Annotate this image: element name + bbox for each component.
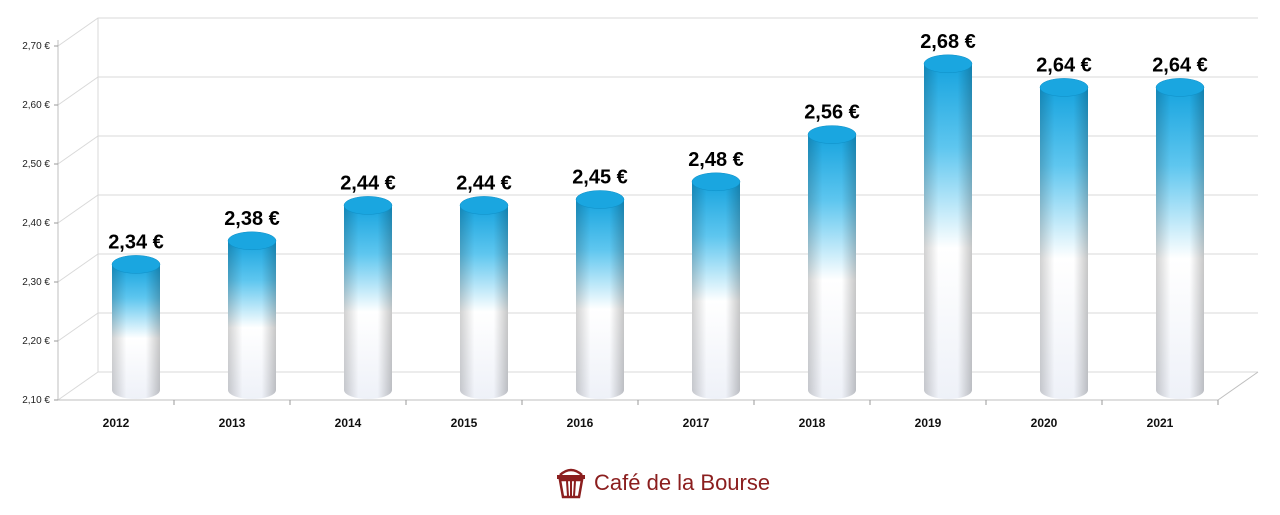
x-tick-label-2018: 2018: [799, 416, 826, 430]
x-tick-label-2013: 2013: [219, 416, 246, 430]
bar-2014: [343, 196, 393, 399]
bar-2013: [227, 231, 277, 399]
bar-shading: [692, 181, 740, 399]
x-tick-label-2014: 2014: [335, 416, 362, 430]
bar-cap: [575, 190, 625, 209]
bar-cap: [227, 231, 277, 251]
grid-layer: [57, 17, 1258, 401]
bar-shading: [1040, 87, 1088, 400]
y-tick-label: 2,50 €: [22, 159, 50, 170]
y-tick-label: 2,60 €: [22, 100, 50, 111]
x-tick-label-2015: 2015: [451, 416, 478, 430]
bar-shading: [1156, 87, 1204, 400]
data-label-2014: 2,44 €: [340, 172, 396, 194]
data-label-2021: 2,64 €: [1152, 54, 1208, 76]
data-label-2019: 2,68 €: [920, 31, 976, 53]
bar-2016: [575, 190, 625, 399]
bar-shading: [924, 63, 972, 400]
axis-layer: 2,10 € 2,20 € 2,30 € 2,40 € 2,50 € 2,60 € 2,70…: [22, 40, 1259, 406]
basket-logo-icon: [557, 468, 585, 499]
bar-shading: [460, 205, 508, 399]
y-tick-label: 2,30 €: [22, 277, 50, 288]
y-tick-label: 2,20 €: [22, 336, 50, 347]
gridline: [57, 194, 1258, 224]
bar-2012: [111, 255, 161, 399]
bar-cap: [459, 196, 509, 215]
bar-cap: [807, 125, 857, 144]
bar-cap: [1155, 78, 1205, 97]
gridline: [57, 17, 1258, 47]
bar-2018: [807, 125, 857, 399]
bar-shading: [344, 205, 392, 399]
gridline: [57, 76, 1258, 106]
x-tick-label-2019: 2019: [915, 416, 942, 430]
data-label-2015: 2,44 €: [456, 172, 512, 194]
bar-cap: [343, 196, 393, 215]
brand-logo: Café de la Bourse: [554, 466, 770, 500]
data-label-2018: 2,56 €: [804, 102, 860, 124]
bar-cap: [923, 54, 973, 74]
bar-shading: [576, 199, 624, 399]
x-tick-label-2020: 2020: [1031, 416, 1058, 430]
x-tick-label-2017: 2017: [683, 416, 710, 430]
bar-2021: [1155, 78, 1205, 400]
y-tick-label: 2,10 €: [22, 395, 50, 406]
bar-cap: [691, 172, 741, 192]
data-label-2016: 2,45 €: [572, 167, 628, 189]
data-label-2012: 2,34 €: [108, 231, 164, 253]
brand-name: Café de la Bourse: [594, 470, 771, 495]
gridline: [57, 312, 1258, 342]
labels-layer: 2,34 € 2012 2,38 € 2013 2,44 € 2014 2,44 € 2015…: [103, 31, 1208, 430]
y-tick-label: 2,70 €: [22, 41, 50, 52]
gridline: [57, 135, 1258, 165]
gridline: [57, 371, 1258, 401]
bars-layer: [111, 54, 1205, 400]
bar-shading: [808, 134, 856, 399]
y-tick-label: 2,40 €: [22, 218, 50, 229]
bar-2017: [691, 172, 741, 399]
x-tick-label-2016: 2016: [567, 416, 594, 430]
x-tick-label-2021: 2021: [1147, 416, 1174, 430]
bar-2015: [459, 196, 509, 399]
bar-shading: [112, 264, 160, 399]
bar-cap: [1039, 78, 1089, 97]
data-label-2013: 2,38 €: [224, 208, 280, 230]
bar-2019: [923, 54, 973, 400]
bar-2020: [1039, 78, 1089, 400]
floor-edge: [1217, 371, 1259, 401]
bar-cap: [111, 255, 161, 274]
data-label-2020: 2,64 €: [1036, 54, 1092, 76]
data-label-2017: 2,48 €: [688, 149, 744, 171]
gridline: [57, 253, 1258, 283]
x-tick-label-2012: 2012: [103, 416, 130, 430]
bar-shading: [228, 240, 276, 399]
